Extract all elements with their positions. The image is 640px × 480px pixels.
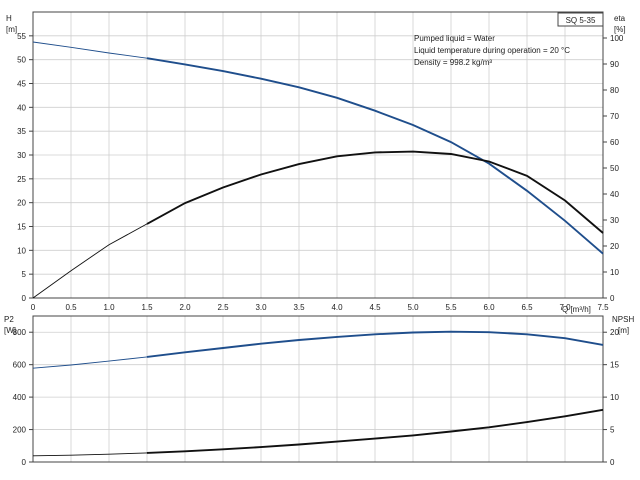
y-right-label-unit: [%]: [614, 25, 626, 34]
x-tick-label: 6.5: [521, 303, 533, 312]
x-tick-label: 7.5: [597, 303, 609, 312]
bottom-chart-frame: [32, 315, 604, 463]
bottom-chart-ticks: 0 200 400 600 800 0 5 10 15 20: [13, 328, 620, 467]
y-right-tick-label: 10: [610, 268, 619, 277]
y-right-tick-label: 80: [610, 86, 619, 95]
x-tick-label: 2.5: [217, 303, 229, 312]
y-right-tick-label: 40: [610, 190, 619, 199]
y-left-tick-label: 600: [13, 361, 27, 370]
npsh-label-top: NPSH: [612, 315, 634, 324]
x-tick-label: 3.0: [255, 303, 267, 312]
x-tick-label: 1.0: [103, 303, 115, 312]
y-left-label-unit: [m]: [6, 25, 17, 34]
efficiency-curve-thin: [32, 223, 148, 299]
y-left-tick-label: 25: [17, 175, 26, 184]
y-left-tick-label: 800: [13, 328, 27, 337]
y-right-tick-label: 5: [610, 426, 615, 435]
x-tick-label: 0.5: [65, 303, 77, 312]
npsh-label-unit: [m]: [618, 326, 629, 335]
top-chart-series: [32, 41, 604, 299]
y-left-tick-label: 30: [17, 151, 26, 160]
y-right-tick-label: 70: [610, 112, 619, 121]
head-curve-thin: [32, 41, 148, 59]
x-tick-label: 5.5: [445, 303, 457, 312]
y-right-tick-label: 90: [610, 60, 619, 69]
x-tick-label: 0: [31, 303, 36, 312]
y-right-tick-label: 15: [610, 361, 619, 370]
y-left-tick-label: 200: [13, 426, 27, 435]
x-tick-label: 1.5: [141, 303, 153, 312]
y-left-tick-label: 35: [17, 127, 26, 136]
x-axis-label: Q [m³/h]: [562, 305, 591, 314]
x-tick-label: 4.0: [331, 303, 343, 312]
y-left-tick-label: 50: [17, 56, 26, 65]
x-tick-label: 5.0: [407, 303, 419, 312]
x-tick-label: 4.5: [369, 303, 381, 312]
head-curve: [146, 57, 604, 255]
y-right-tick-label: 10: [610, 393, 619, 402]
note-density: Density = 998.2 kg/m³: [414, 58, 492, 67]
y-left-tick-label: 55: [17, 32, 26, 41]
x-tick-label: 2.0: [179, 303, 191, 312]
power-curve: [146, 330, 604, 358]
chart-title-box: [557, 12, 604, 27]
x-tick-label: 3.5: [293, 303, 305, 312]
y-left-tick-label: 45: [17, 80, 26, 89]
y-right-tick-label: 20: [610, 242, 619, 251]
note-temperature: Liquid temperature during operation = 20…: [414, 46, 570, 55]
y-left-tick-label: 5: [22, 270, 27, 279]
y-left-label-top: H: [6, 14, 12, 23]
y-right-tick-label: 20: [610, 328, 619, 337]
bottom-chart-series: [32, 330, 604, 457]
y-left-tick-label: 0: [22, 294, 27, 303]
y-left-tick-label: 20: [17, 199, 26, 208]
y-left-tick-label: 10: [17, 246, 26, 255]
y-right-tick-label: 100: [610, 34, 624, 43]
power-curve-thin: [32, 356, 148, 369]
p2-label-unit: [W]: [4, 326, 16, 335]
y-right-label-top: eta: [614, 14, 626, 23]
y-right-tick-label: 30: [610, 216, 619, 225]
x-tick-label: 6.0: [483, 303, 495, 312]
efficiency-curve: [146, 150, 604, 234]
y-left-tick-label: 400: [13, 393, 27, 402]
npsh-curve: [146, 408, 604, 454]
top-chart-ticks: 0 0.5 1.0 1.5 2.0 2.5 3.0 3.5 4.0 4.5 5.0 5.5 6.0 6.5…: [17, 32, 624, 312]
y-right-tick-label: 50: [610, 164, 619, 173]
y-right-tick-label: 60: [610, 138, 619, 147]
y-right-tick-label: 0: [610, 458, 615, 467]
chart-title: SQ 5-35: [566, 16, 596, 25]
top-chart-grid: [32, 12, 604, 299]
y-left-tick-label: 40: [17, 103, 26, 112]
note-liquid: Pumped liquid = Water: [414, 34, 495, 43]
y-left-tick-label: 15: [17, 223, 26, 232]
x-tick-label: 7.0: [559, 303, 571, 312]
y-left-tick-label: 0: [22, 458, 27, 467]
npsh-curve-thin: [32, 452, 148, 457]
p2-label-top: P2: [4, 315, 14, 324]
y-right-tick-label: 0: [610, 294, 615, 303]
